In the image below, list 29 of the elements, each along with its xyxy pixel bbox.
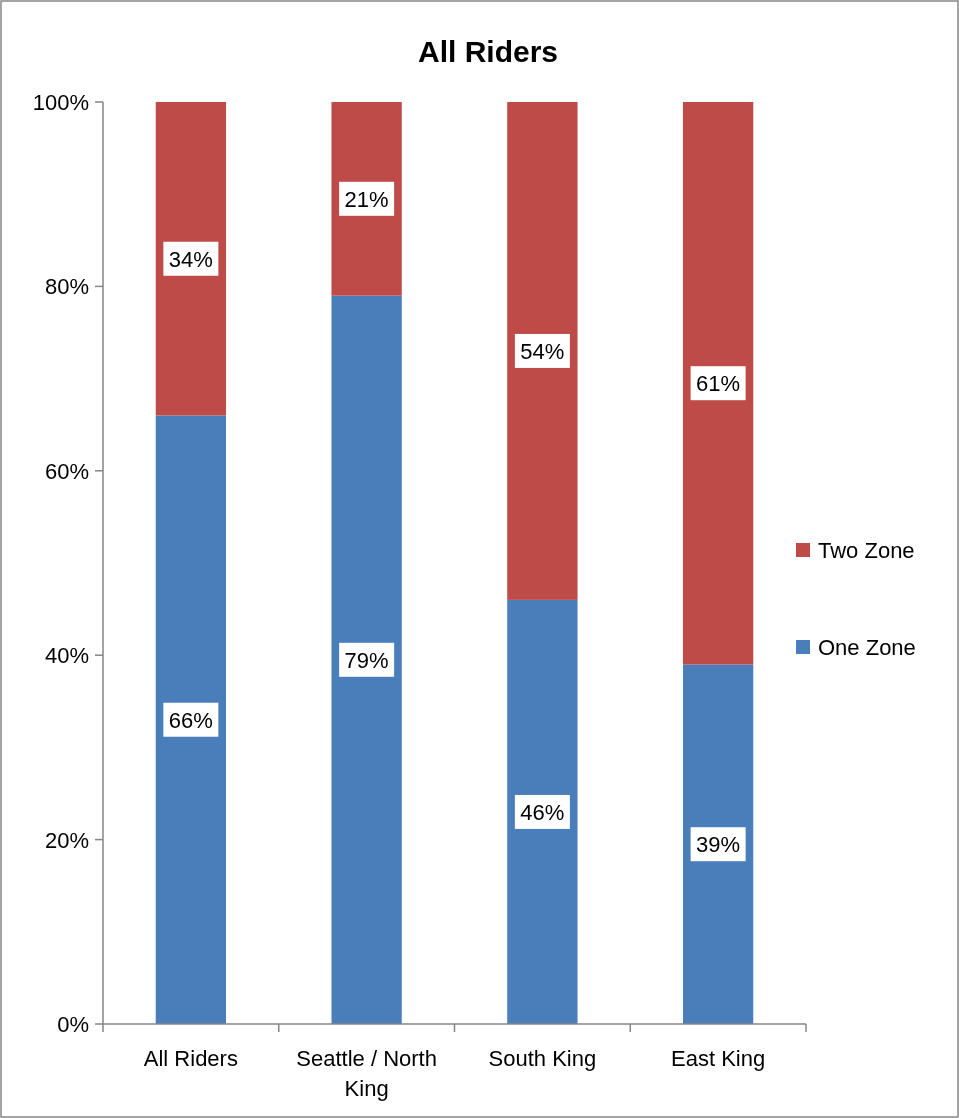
x-tick-label: South King bbox=[488, 1046, 597, 1071]
bar bbox=[155, 102, 227, 416]
data-label: 21% bbox=[344, 186, 389, 212]
x-tick-label: All Riders bbox=[143, 1046, 238, 1071]
bar bbox=[507, 102, 578, 600]
data-label: 66% bbox=[168, 707, 213, 733]
bar bbox=[682, 102, 754, 665]
y-tick-label: 60% bbox=[44, 458, 89, 484]
x-tick-label: East King bbox=[671, 1046, 766, 1071]
data-label: 46% bbox=[520, 799, 565, 825]
legend-label: One Zone bbox=[818, 635, 916, 660]
bar bbox=[331, 102, 402, 296]
data-label: 61% bbox=[696, 371, 741, 397]
y-tick-label: 80% bbox=[44, 274, 89, 300]
data-label: 34% bbox=[168, 246, 213, 272]
data-label: 39% bbox=[696, 832, 741, 858]
y-tick-label: 20% bbox=[44, 827, 89, 853]
bar bbox=[331, 295, 402, 1024]
bar bbox=[155, 415, 227, 1024]
y-tick-label: 40% bbox=[44, 643, 89, 669]
data-label: 54% bbox=[520, 338, 565, 364]
bar bbox=[507, 599, 578, 1024]
y-tick-label: 0% bbox=[57, 1012, 89, 1037]
bar bbox=[682, 664, 754, 1024]
legend-label: Two Zone bbox=[818, 538, 915, 563]
data-label: 79% bbox=[344, 647, 389, 673]
chart-title: All Riders bbox=[417, 35, 559, 68]
x-tick-label: Seattle / North King bbox=[296, 1046, 437, 1101]
y-tick-label: 100% bbox=[32, 90, 89, 115]
